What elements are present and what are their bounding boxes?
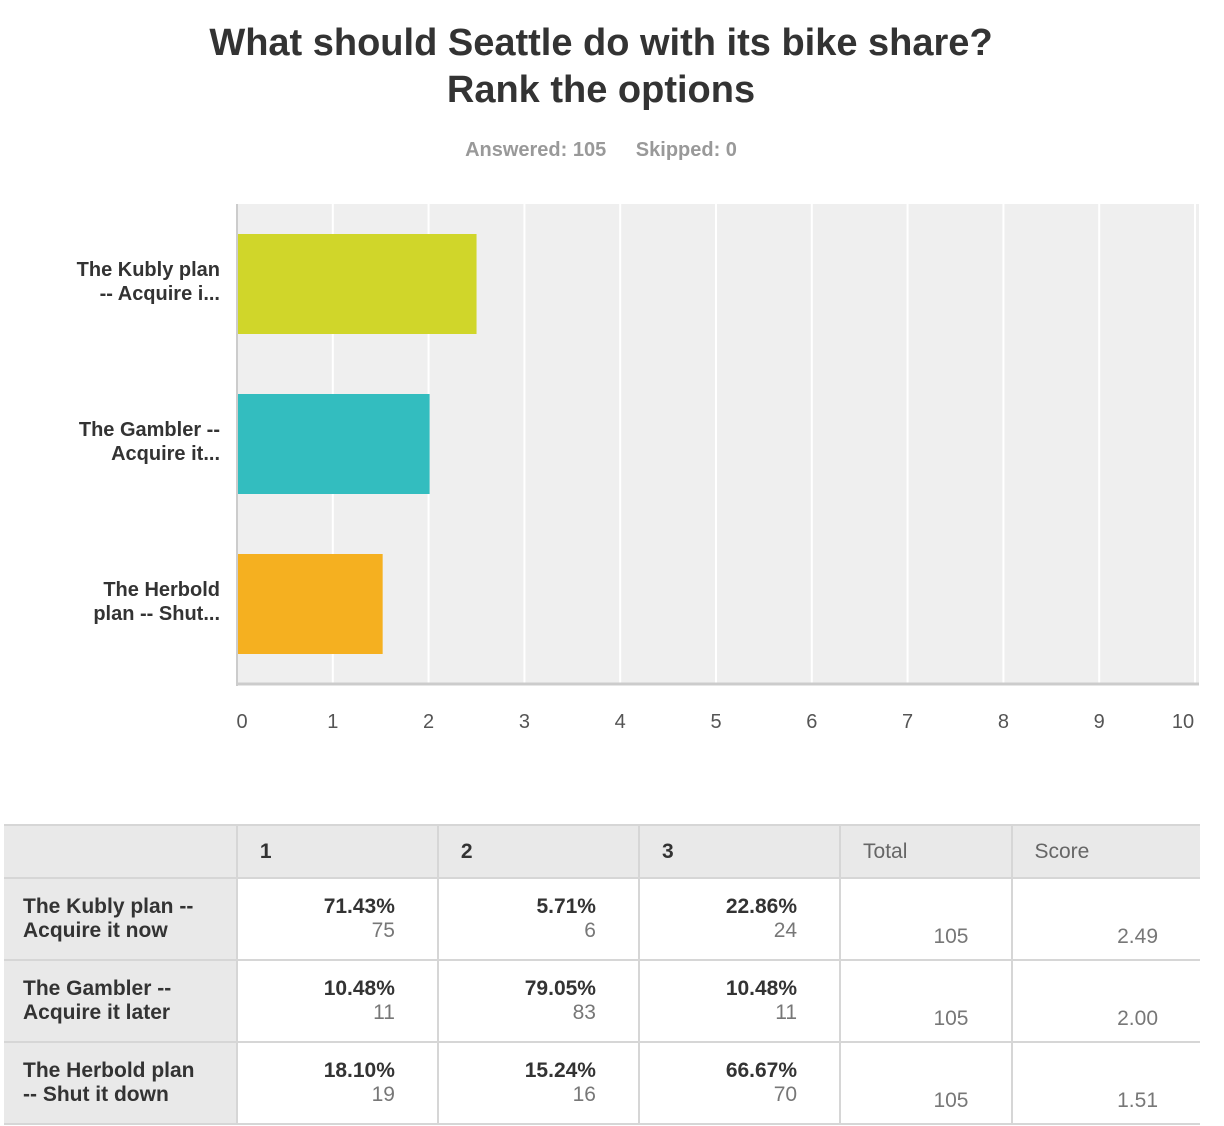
table-row: The Herbold plan -- Shut it down 18.10% 19 1… [4,1041,1200,1125]
x-tick-label: 9 [1094,711,1105,733]
rank-cell: 10.48% 11 [637,959,842,1043]
table-row: The Kubly plan -- Acquire it now 71.43% 75 5… [4,877,1200,961]
total-cell: 105 [839,877,1013,961]
rank-cell: 71.43% 75 [235,877,439,961]
bar [238,234,477,334]
x-tick-label: 3 [519,711,530,733]
x-tick-label: 0 [236,711,247,733]
score-cell: 2.00 [1010,959,1200,1043]
rank-cell: 79.05% 83 [436,959,640,1043]
score-cell: 2.49 [1010,877,1200,961]
results-table: 1 2 3 Total Score The Kubly plan -- Acquire i… [4,824,1200,1125]
answered-count: Answered: 105 [465,139,607,161]
rank-cell: 15.24% 16 [436,1041,640,1125]
row-label: The Herbold plan -- Shut it down [4,1041,238,1125]
bar [238,554,383,654]
count-value: 16 [572,1083,596,1106]
percent-value: 10.48% [725,977,798,1000]
x-tick-label: 1 [327,711,338,733]
count-value: 70 [773,1083,798,1106]
bar [238,394,430,494]
y-category-label: -- Acquire i... [100,283,220,305]
percent-value: 79.05% [524,977,596,1000]
column-header: 3 [637,824,842,879]
percent-value: 71.43% [323,895,395,918]
count-value: 11 [373,1001,395,1024]
title-line-1: What should Seattle do with its bike sha… [209,22,993,64]
table-header-row: 1 2 3 Total Score [4,824,1200,879]
count-value: 11 [775,1001,798,1024]
rank-cell: 5.71% 6 [436,877,640,961]
rank-cell: 66.67% 70 [637,1041,842,1125]
title-line-2: Rank the options [446,69,756,111]
response-stats: Answered: 105 Skipped: 0 [0,139,1202,162]
chart-title: What should Seattle do with its bike sha… [0,20,1202,114]
total-cell: 105 [839,959,1013,1043]
bar-chart: 0 1 2 3 4 5 6 7 8 9 10 The Kubly plan-- Acquire i..… [77,204,1199,733]
row-label: The Gambler -- Acquire it later [4,959,238,1043]
column-header: Score [1010,824,1200,879]
rank-cell: 22.86% 24 [637,877,842,961]
y-category-label: The Kubly plan [77,259,220,281]
row-label: The Kubly plan -- Acquire it now [4,877,238,961]
table-row: The Gambler -- Acquire it later 10.48% 11 79… [4,959,1200,1043]
count-value: 75 [371,919,395,942]
y-category-label: Acquire it... [111,443,220,465]
score-cell: 1.51 [1010,1041,1200,1125]
count-value: 83 [572,1001,596,1024]
percent-value: 18.10% [323,1059,395,1082]
column-header [4,824,238,879]
rank-cell: 18.10% 19 [235,1041,439,1125]
total-cell: 105 [839,1041,1013,1125]
count-value: 24 [773,919,798,942]
percent-value: 15.24% [524,1059,596,1082]
x-tick-label: 5 [710,711,721,733]
x-tick-label: 8 [998,711,1009,733]
column-header: 1 [235,824,439,879]
rank-cell: 10.48% 11 [235,959,439,1043]
x-tick-label: 2 [423,711,434,733]
count-value: 19 [371,1083,395,1106]
percent-value: 66.67% [725,1059,798,1082]
percent-value: 10.48% [323,977,395,1000]
y-category-label: The Herbold [103,579,220,601]
percent-value: 5.71% [536,895,596,918]
count-value: 6 [584,919,596,942]
skipped-count: Skipped: 0 [635,139,737,161]
column-header: Total [839,824,1013,879]
x-tick-label: 4 [615,711,626,733]
column-header: 2 [436,824,640,879]
x-tick-label: 7 [902,711,913,733]
x-tick-label: 10 [1172,711,1194,733]
percent-value: 22.86% [725,895,798,918]
y-category-label: plan -- Shut... [93,603,220,625]
x-tick-label: 6 [806,711,817,733]
y-category-label: The Gambler -- [79,419,220,441]
